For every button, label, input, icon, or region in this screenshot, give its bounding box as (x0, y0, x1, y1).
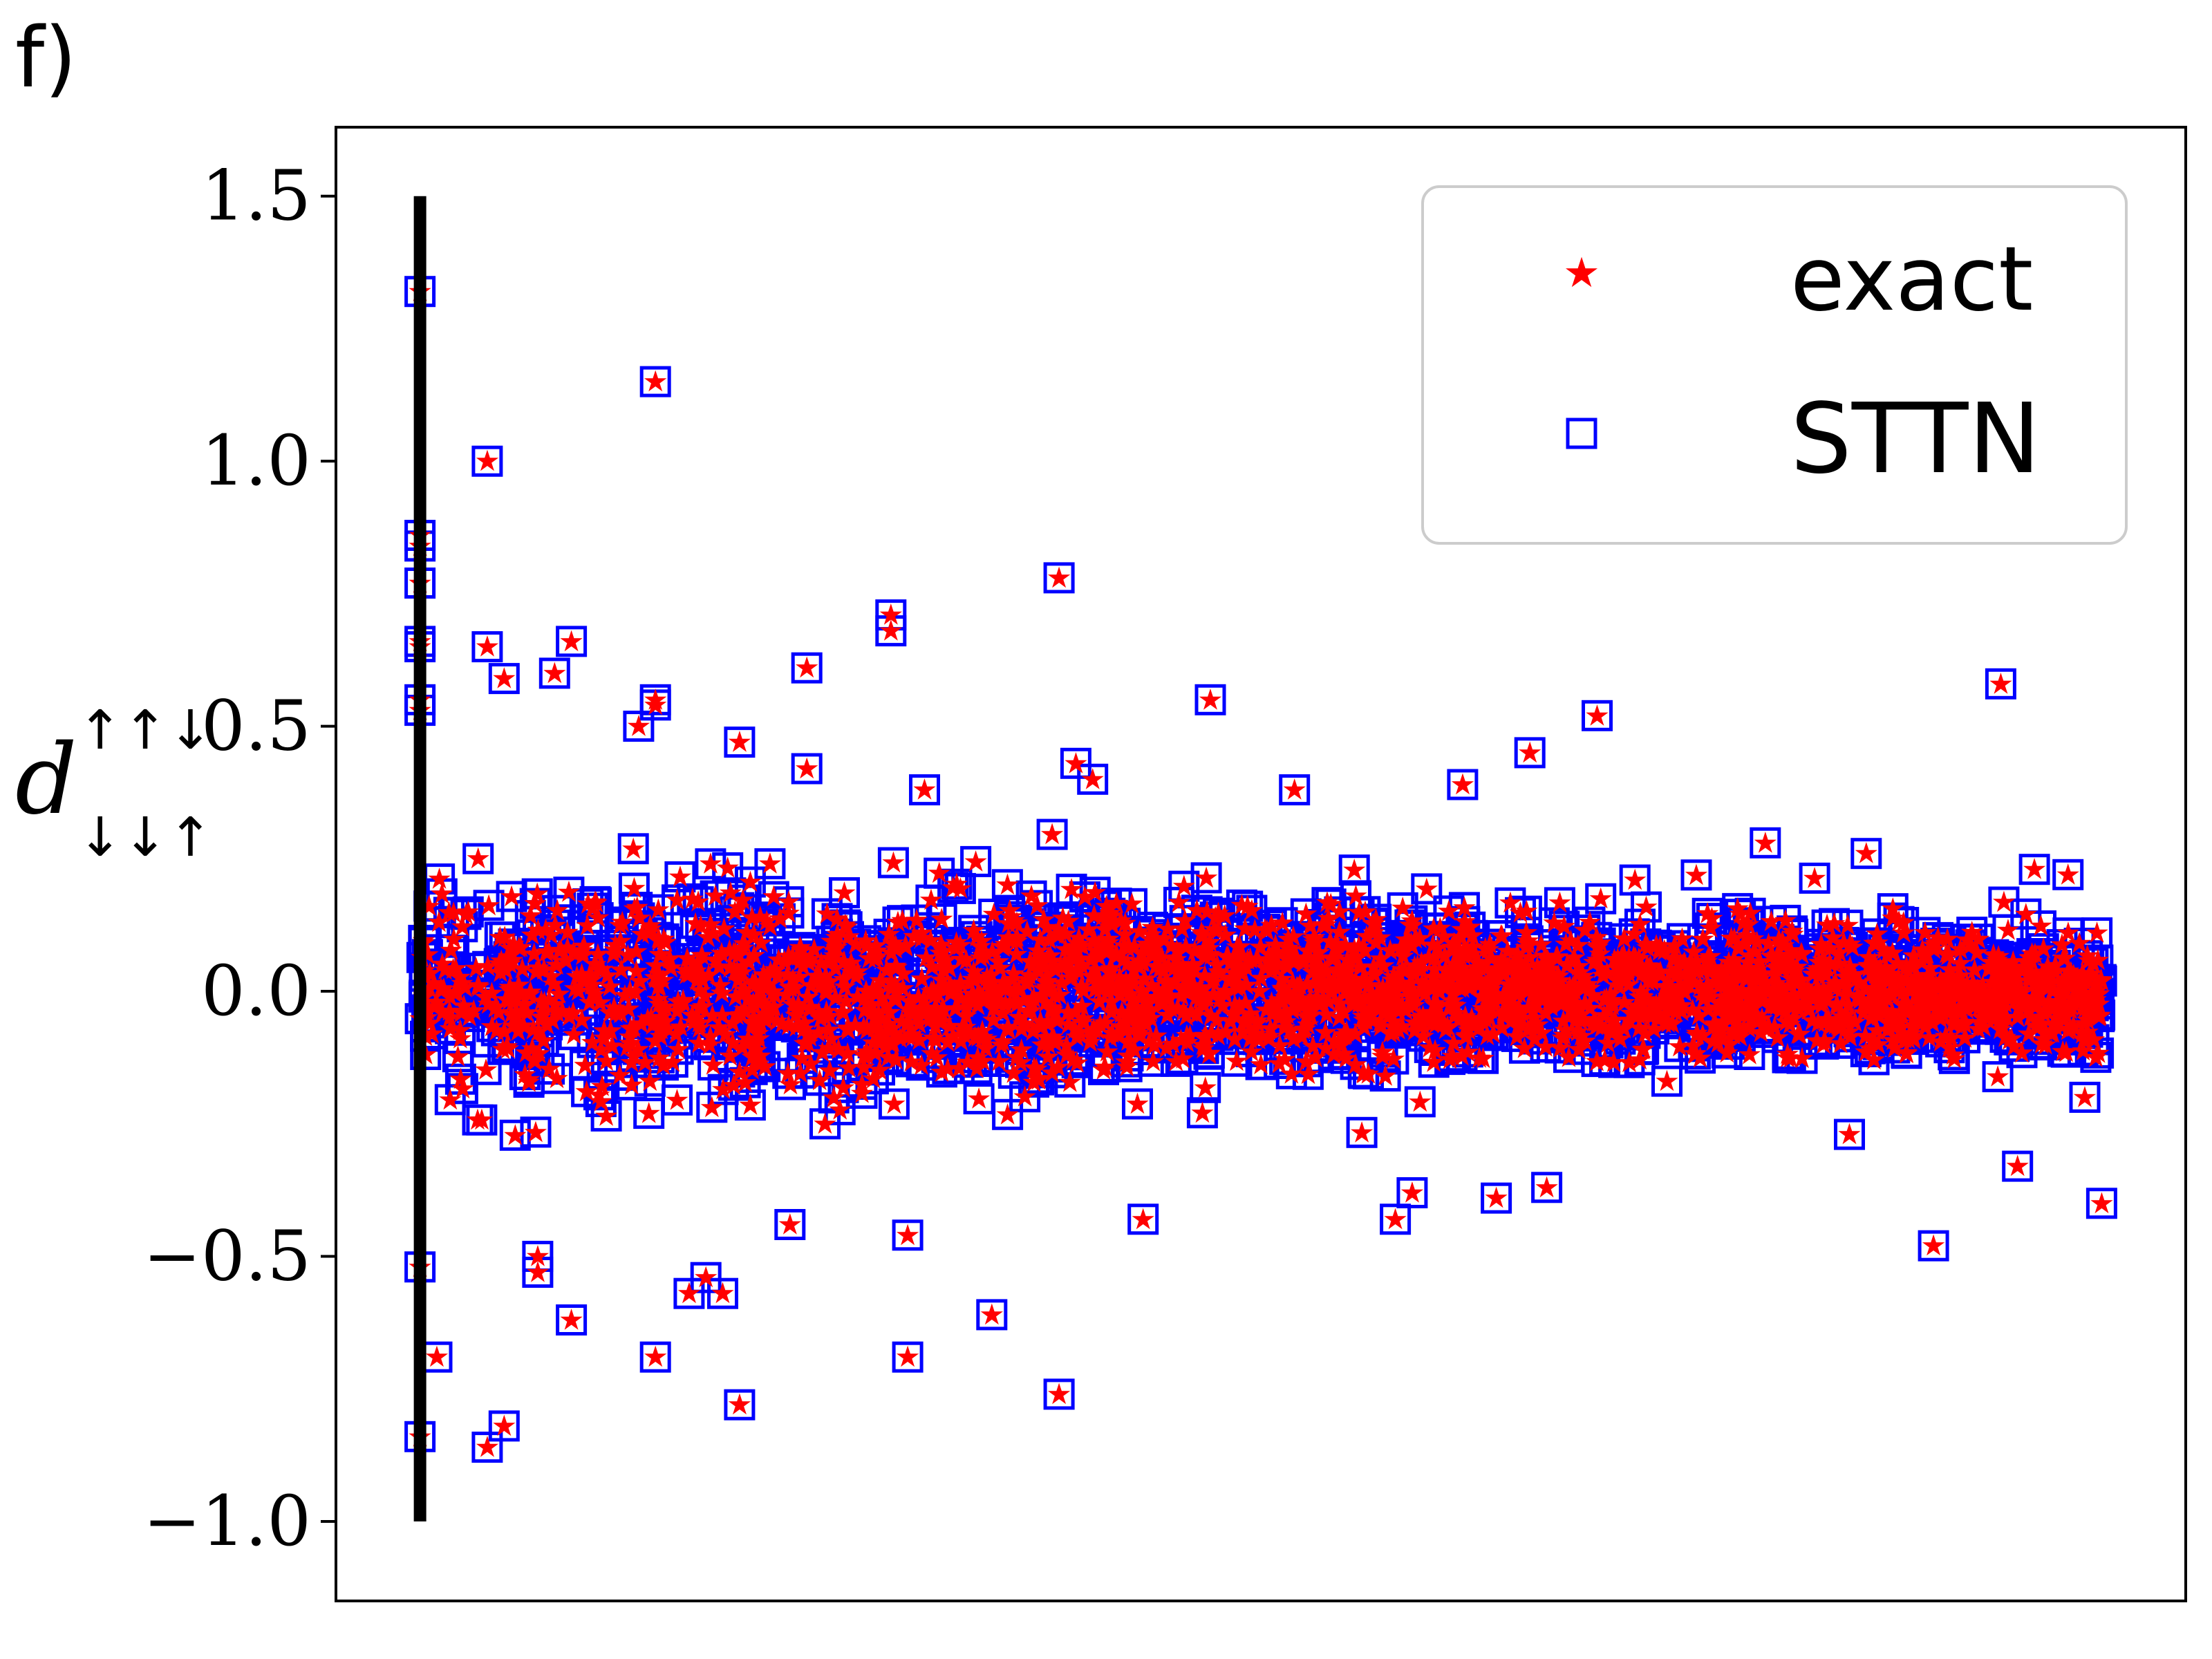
exact-point: ★ (1837, 1020, 1864, 1053)
sttn-point (1122, 1088, 1153, 1120)
exact-point: ★ (465, 841, 491, 875)
exact-point: ★ (522, 1044, 548, 1078)
exact-point: ★ (1662, 928, 1688, 962)
exact-point: ★ (1698, 911, 1724, 945)
exact-point: ★ (498, 879, 525, 913)
exact-point: ★ (1039, 817, 1065, 851)
exact-point: ★ (1190, 1096, 1216, 1130)
exact-point: ★ (523, 1115, 549, 1149)
sttn-point (444, 1063, 476, 1095)
exact-point: ★ (1985, 1060, 2011, 1094)
exact-point: ★ (664, 1082, 691, 1116)
sttn-point (877, 847, 909, 879)
exact-point: ★ (1151, 921, 1177, 955)
exact-point: ★ (2085, 943, 2111, 977)
exact-point: ★ (679, 998, 705, 1032)
exact-point: ★ (1683, 858, 1709, 892)
exact-point: ★ (455, 894, 481, 928)
exact-point: ★ (1466, 1041, 1492, 1075)
sttn-point (1338, 854, 1370, 886)
sttn-point (618, 872, 650, 904)
exact-point: ★ (1801, 861, 1828, 894)
sttn-point (1190, 1071, 1221, 1103)
sttn-point (695, 848, 727, 880)
data-points: ★★ ★★★★★★★★★★★★★ ★★★★★★★ ★ ★★★★★★★★★★★★★★★★★… (404, 274, 2117, 1464)
exact-point: ★ (1654, 1064, 1680, 1098)
exact-point: ★ (995, 868, 1021, 901)
exact-point: ★ (636, 1096, 662, 1130)
exact-point: ★ (963, 844, 989, 878)
exact-point: ★ (1622, 863, 1648, 897)
exact-point: ★ (1239, 893, 1265, 927)
exact-point: ★ (1940, 1038, 1967, 1071)
exact-point: ★ (465, 1103, 491, 1136)
exact-point: ★ (966, 1082, 992, 1116)
exact-point: ★ (881, 1087, 908, 1121)
sttn-point (577, 892, 608, 924)
sttn-point (1585, 883, 1617, 915)
exact-point: ★ (926, 856, 953, 890)
exact-point: ★ (730, 883, 756, 917)
exact-point: ★ (620, 832, 646, 865)
exact-point: ★ (667, 860, 693, 894)
sttn-point (963, 1083, 995, 1115)
exact-point: ★ (617, 974, 644, 1008)
exact-point: ★ (778, 1067, 804, 1101)
exact-point: ★ (1193, 861, 1219, 894)
exact-point: ★ (881, 845, 907, 879)
exact-point: ★ (437, 1082, 463, 1116)
exact-point: ★ (1125, 1087, 1151, 1121)
panel-label: f) (15, 10, 77, 106)
sttn-point (992, 1098, 1024, 1130)
sttn-point (521, 878, 553, 910)
